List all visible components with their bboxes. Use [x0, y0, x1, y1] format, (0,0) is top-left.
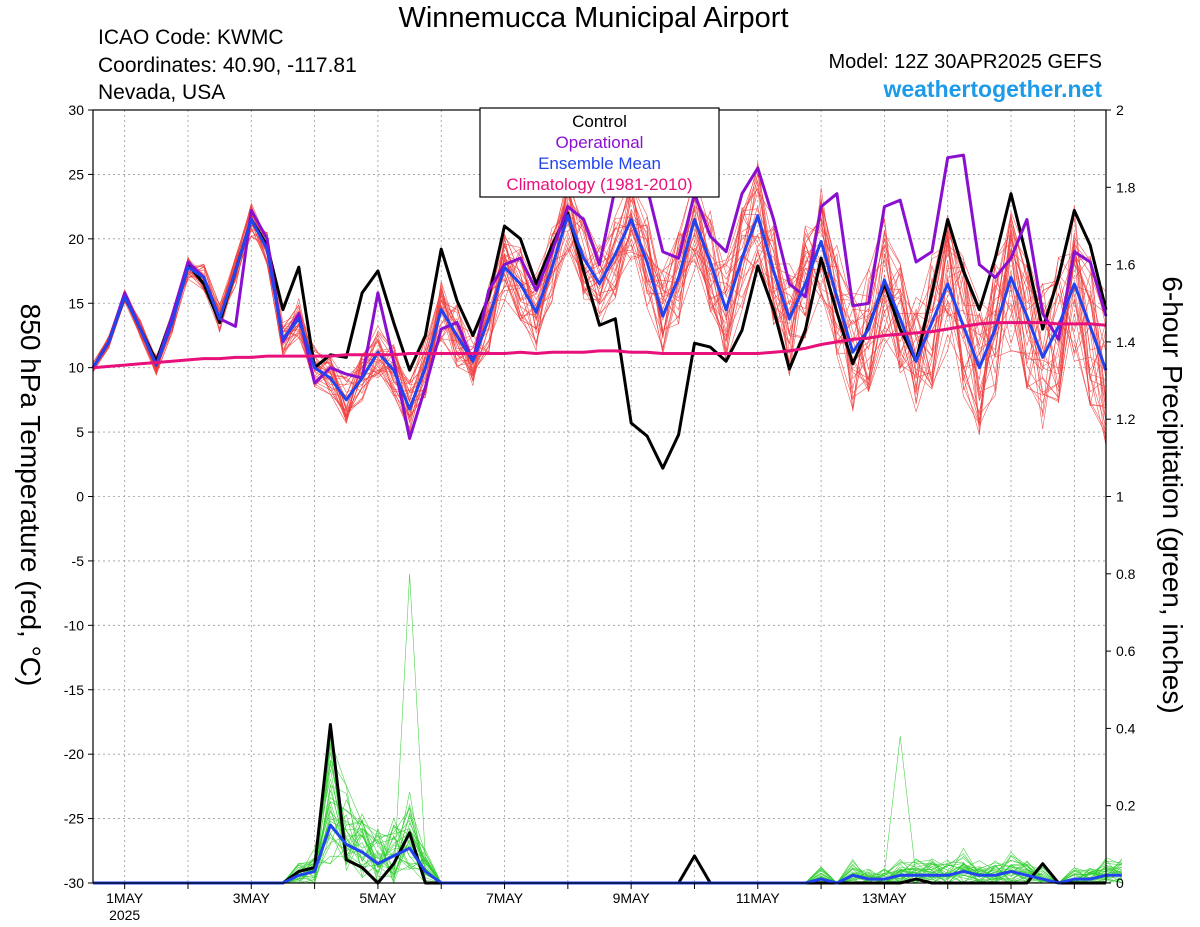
x-tick-label: 7MAY: [486, 890, 524, 906]
y2-tick-label: 0.6: [1116, 643, 1136, 659]
y2-tick-label: 1.4: [1116, 334, 1136, 350]
x-tick-label: 3MAY: [233, 890, 271, 906]
x-tick-label: 5MAY: [359, 890, 397, 906]
y2-tick-label: 0.8: [1116, 566, 1136, 582]
region: Nevada, USA: [98, 81, 226, 104]
y2-tick-label: 0: [1116, 875, 1124, 891]
legend-item: Control: [572, 112, 627, 131]
y-tick-label: -20: [64, 746, 84, 762]
y2-tick-label: 1.2: [1116, 411, 1136, 427]
legend-box: [479, 107, 720, 198]
x-tick-label: 11MAY: [736, 890, 780, 906]
legend-item: Climatology (1981-2010): [506, 175, 692, 194]
x-tick-label: 1MAY: [106, 890, 144, 906]
y-tick-label: 0: [76, 489, 84, 505]
y-tick-label: 5: [76, 424, 84, 440]
website-link[interactable]: weathertogether.net: [883, 76, 1102, 102]
page-title: Winnemucca Municipal Airport: [398, 2, 789, 34]
climatology-1981-2010-temperature-line: [92, 321, 1107, 370]
ensemble-mean-temperature-line: [91, 214, 1108, 411]
y2-tick-label: 1.6: [1116, 257, 1136, 273]
legend-item: Ensemble Mean: [538, 154, 661, 173]
temperature-member-line: [92, 187, 1107, 422]
y-tick-label: -15: [64, 682, 84, 698]
temperature-member-line: [92, 197, 1107, 429]
model-run: Model: 12Z 30APR2025 GEFS: [828, 51, 1102, 73]
ensemble-mean-precip-line: [93, 823, 1122, 885]
precip-member-line: [93, 761, 1122, 884]
y2-tick-label: 0.2: [1116, 798, 1136, 814]
operational-temperature-line: [91, 153, 1108, 440]
y-tick-label: -25: [64, 811, 84, 827]
icao-code: ICAO Code: KWMC: [98, 26, 284, 49]
coordinates: Coordinates: 40.90, -117.81: [98, 54, 357, 77]
y-tick-label: 10: [68, 360, 84, 376]
x-tick-sublabel: 2025: [109, 907, 140, 923]
temperature-member-line: [92, 179, 1107, 432]
precip-member-line: [93, 763, 1122, 884]
legend: Control Operational Ensemble Mean Climatolo…: [479, 107, 720, 198]
y2-tick-label: 2: [1116, 102, 1124, 118]
y-tick-label: -10: [64, 617, 84, 633]
y2-tick-label: 1: [1116, 489, 1124, 505]
x-tick-label: 13MAY: [862, 890, 908, 906]
precip-member-line: [93, 573, 1123, 884]
y-tick-label: 15: [68, 295, 84, 311]
control-precip-line: [93, 723, 1106, 885]
x-tick-label: 9MAY: [613, 890, 651, 906]
precip-member-line: [93, 746, 1123, 884]
y-tick-label: -30: [64, 875, 84, 891]
y2-tick-label: 1.8: [1116, 179, 1136, 195]
y-tick-label: 20: [68, 231, 84, 247]
y2-tick-label: 0.4: [1116, 720, 1136, 736]
x-tick-label: 15MAY: [989, 890, 1035, 906]
y-tick-label: 30: [68, 102, 84, 118]
y-tick-label: -5: [72, 553, 85, 569]
precip-member-line: [93, 759, 1122, 884]
precip-member-line: [93, 790, 1122, 884]
y-tick-label: 25: [68, 166, 84, 182]
legend-item: Operational: [556, 133, 644, 152]
